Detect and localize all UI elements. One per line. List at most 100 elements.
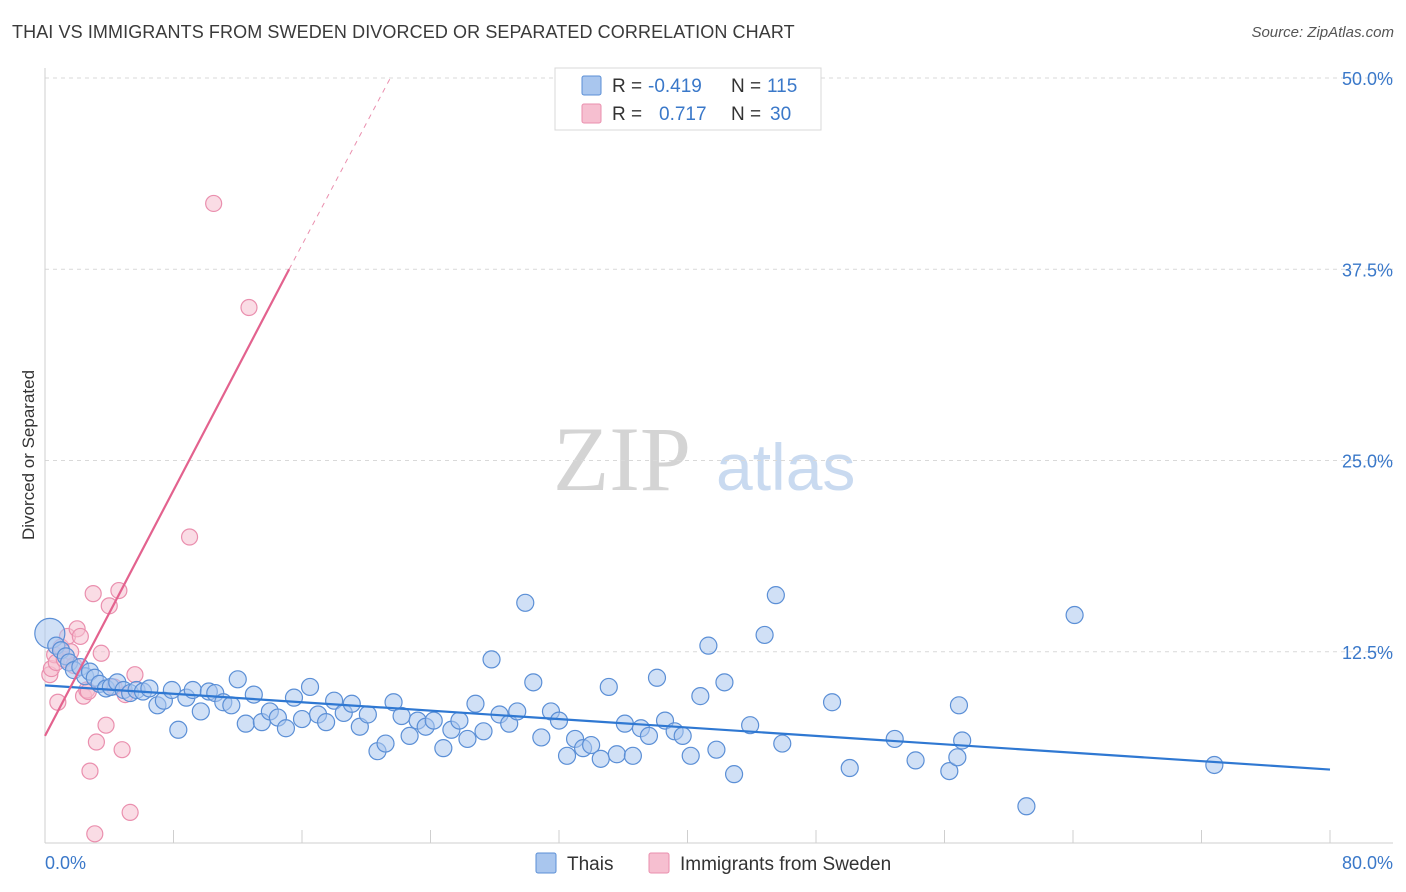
thais-point	[342, 694, 361, 713]
legend-thais-n-label: N =	[731, 76, 761, 97]
thais-point	[400, 726, 419, 746]
thais-point	[1065, 605, 1084, 625]
y-tick-label: 25.0%	[1342, 452, 1393, 472]
x-tick-label: 80.0%	[1342, 853, 1393, 873]
y-axis-label: Divorced or Separated	[19, 370, 38, 540]
thais-point	[458, 729, 477, 749]
thais-point	[940, 761, 959, 781]
legend-sweden-swatch	[581, 103, 602, 124]
thais-point	[474, 722, 493, 741]
chart-title: THAI VS IMMIGRANTS FROM SWEDEN DIVORCED …	[12, 22, 795, 42]
legend-bottom-sweden-label: Immigrants from Sweden	[680, 854, 891, 875]
sweden-point	[84, 585, 102, 603]
thais-point	[948, 748, 967, 767]
thais-point	[1205, 755, 1224, 775]
legend-thais-r-label: R =	[612, 76, 642, 97]
thais-point	[316, 713, 336, 732]
thais-point	[639, 726, 659, 746]
thais-point	[276, 719, 296, 738]
sweden-point	[92, 644, 110, 662]
sweden-point	[97, 716, 115, 734]
thais-point	[169, 720, 188, 739]
thais-point	[292, 709, 312, 729]
thais-trend-line	[44, 684, 1331, 771]
legend-bottom-thais-swatch	[535, 852, 557, 874]
y-tick-label: 12.5%	[1342, 643, 1393, 663]
thais-point	[1017, 797, 1036, 816]
thais-point	[516, 593, 535, 612]
thais-point	[524, 673, 543, 692]
thais-point	[376, 734, 395, 753]
legend-sweden-n-label: N =	[731, 104, 761, 125]
axes	[44, 68, 1393, 844]
thais-point	[434, 739, 453, 758]
legend-bottom-thais-label: Thais	[567, 854, 613, 875]
sweden-point	[180, 528, 199, 546]
sweden-point	[121, 803, 139, 822]
thais-point	[906, 751, 925, 770]
legend-sweden-n-value: 30	[770, 104, 791, 125]
legend-bottom: Thais Immigrants from Sweden	[535, 852, 891, 875]
thais-point	[885, 729, 904, 749]
sweden-trend-line	[44, 268, 291, 737]
thais-point	[840, 758, 859, 778]
thais-point	[532, 728, 551, 747]
legend-sweden-r-value: 0.717	[659, 104, 707, 125]
thais-point	[724, 765, 744, 784]
sweden-point	[81, 762, 99, 780]
thais-point	[582, 735, 601, 755]
legend-sweden-r-label: R =	[612, 104, 642, 125]
thais-point	[691, 687, 710, 706]
series-sweden-points	[41, 194, 258, 843]
thais-point	[699, 636, 718, 655]
thais-point	[222, 696, 241, 715]
thais-point	[681, 746, 700, 765]
thais-point	[549, 711, 569, 730]
thais-point	[673, 726, 692, 746]
legend-thais-n-value: 115	[767, 76, 797, 97]
legend-thais-swatch	[581, 75, 602, 96]
series-thais-points	[34, 586, 1224, 816]
legend-bottom-sweden-swatch	[648, 852, 670, 874]
thais-point	[822, 693, 842, 712]
y-tick-labels: 12.5% 25.0% 37.5% 50.0%	[1342, 69, 1393, 663]
thais-point	[623, 746, 642, 765]
thais-point	[715, 673, 734, 692]
sweden-point	[87, 733, 106, 751]
sweden-trend-extension	[288, 77, 391, 270]
thais-point	[236, 714, 255, 733]
thais-point	[599, 677, 618, 697]
x-tick-labels: 0.0% 80.0%	[45, 853, 1393, 873]
grid-lines	[45, 77, 1393, 653]
legend-thais-r-value: -0.419	[648, 76, 702, 97]
thais-point	[424, 711, 443, 730]
thais-point	[607, 745, 626, 764]
y-tick-label: 50.0%	[1342, 69, 1393, 89]
sweden-point	[86, 825, 104, 843]
thais-point	[766, 586, 785, 605]
thais-point	[949, 696, 969, 715]
thais-point	[557, 746, 577, 765]
thais-point	[191, 702, 210, 721]
sweden-point	[205, 194, 223, 213]
thais-point	[482, 650, 501, 669]
sweden-point	[113, 741, 131, 759]
thais-point	[358, 705, 377, 724]
thais-point	[140, 679, 159, 698]
thais-point	[228, 670, 247, 689]
thais-point	[741, 716, 760, 735]
source-label: Source: ZipAtlas.com	[1251, 24, 1394, 41]
thais-point	[647, 668, 667, 687]
legend-top: R = -0.419 N = 115 R = 0.717 N = 30	[554, 67, 822, 131]
thais-point	[384, 693, 403, 712]
y-tick-label: 37.5%	[1342, 260, 1393, 280]
thais-point	[707, 740, 726, 759]
watermark-atlas: atlas	[716, 430, 855, 504]
watermark-zip: ZIP	[553, 408, 691, 510]
sweden-point	[126, 666, 144, 684]
thais-point	[466, 694, 485, 713]
x-tick-label: 0.0%	[45, 853, 86, 873]
thais-point	[773, 734, 792, 753]
thais-point	[300, 677, 320, 697]
